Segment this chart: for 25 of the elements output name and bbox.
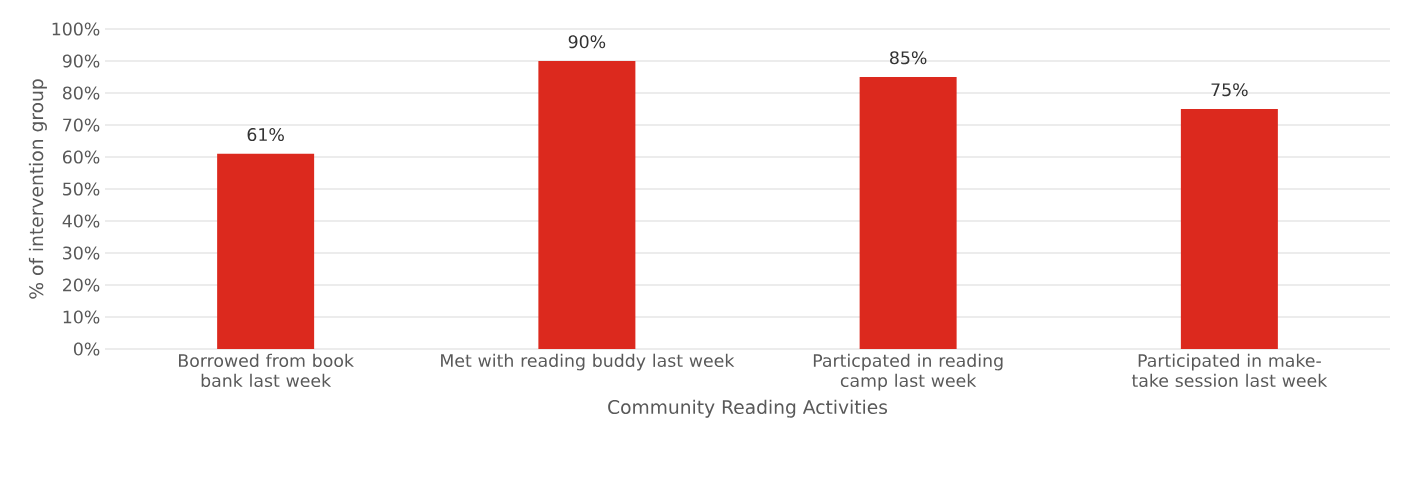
- bar: [217, 153, 315, 349]
- y-tick-label: 50%: [63, 182, 100, 196]
- x-tick-label: Particpated in reading camp last week: [813, 353, 1003, 391]
- x-tick-label: Met with reading buddy last week: [441, 353, 735, 371]
- y-tick-label: 100%: [52, 22, 100, 36]
- bar: [1180, 108, 1278, 349]
- y-tick-label: 10%: [63, 310, 100, 324]
- y-tick-label: 80%: [62, 86, 100, 100]
- data-label: 61%: [247, 127, 284, 142]
- x-axis-title: Community Reading Activities: [608, 399, 888, 418]
- y-tick-label: 70%: [63, 118, 100, 132]
- y-tick-label: 20%: [63, 278, 100, 292]
- data-label: 90%: [568, 35, 606, 49]
- x-tick-label: Borrowed from book bank last week: [179, 353, 354, 388]
- y-tick-label: 30%: [63, 246, 100, 260]
- y-tick-label: 90%: [62, 54, 100, 68]
- y-tick-label: 40%: [62, 214, 100, 228]
- data-label: 75%: [1211, 83, 1248, 97]
- x-tick-label: Participated in make-take session last week: [1131, 353, 1328, 388]
- bar: [859, 76, 957, 349]
- y-tick-label: 60%: [62, 150, 100, 164]
- bar: [538, 60, 636, 349]
- data-label: 85%: [890, 51, 927, 65]
- y-axis-title: % of intervention group: [28, 79, 47, 299]
- y-tick-label: 0%: [73, 342, 100, 356]
